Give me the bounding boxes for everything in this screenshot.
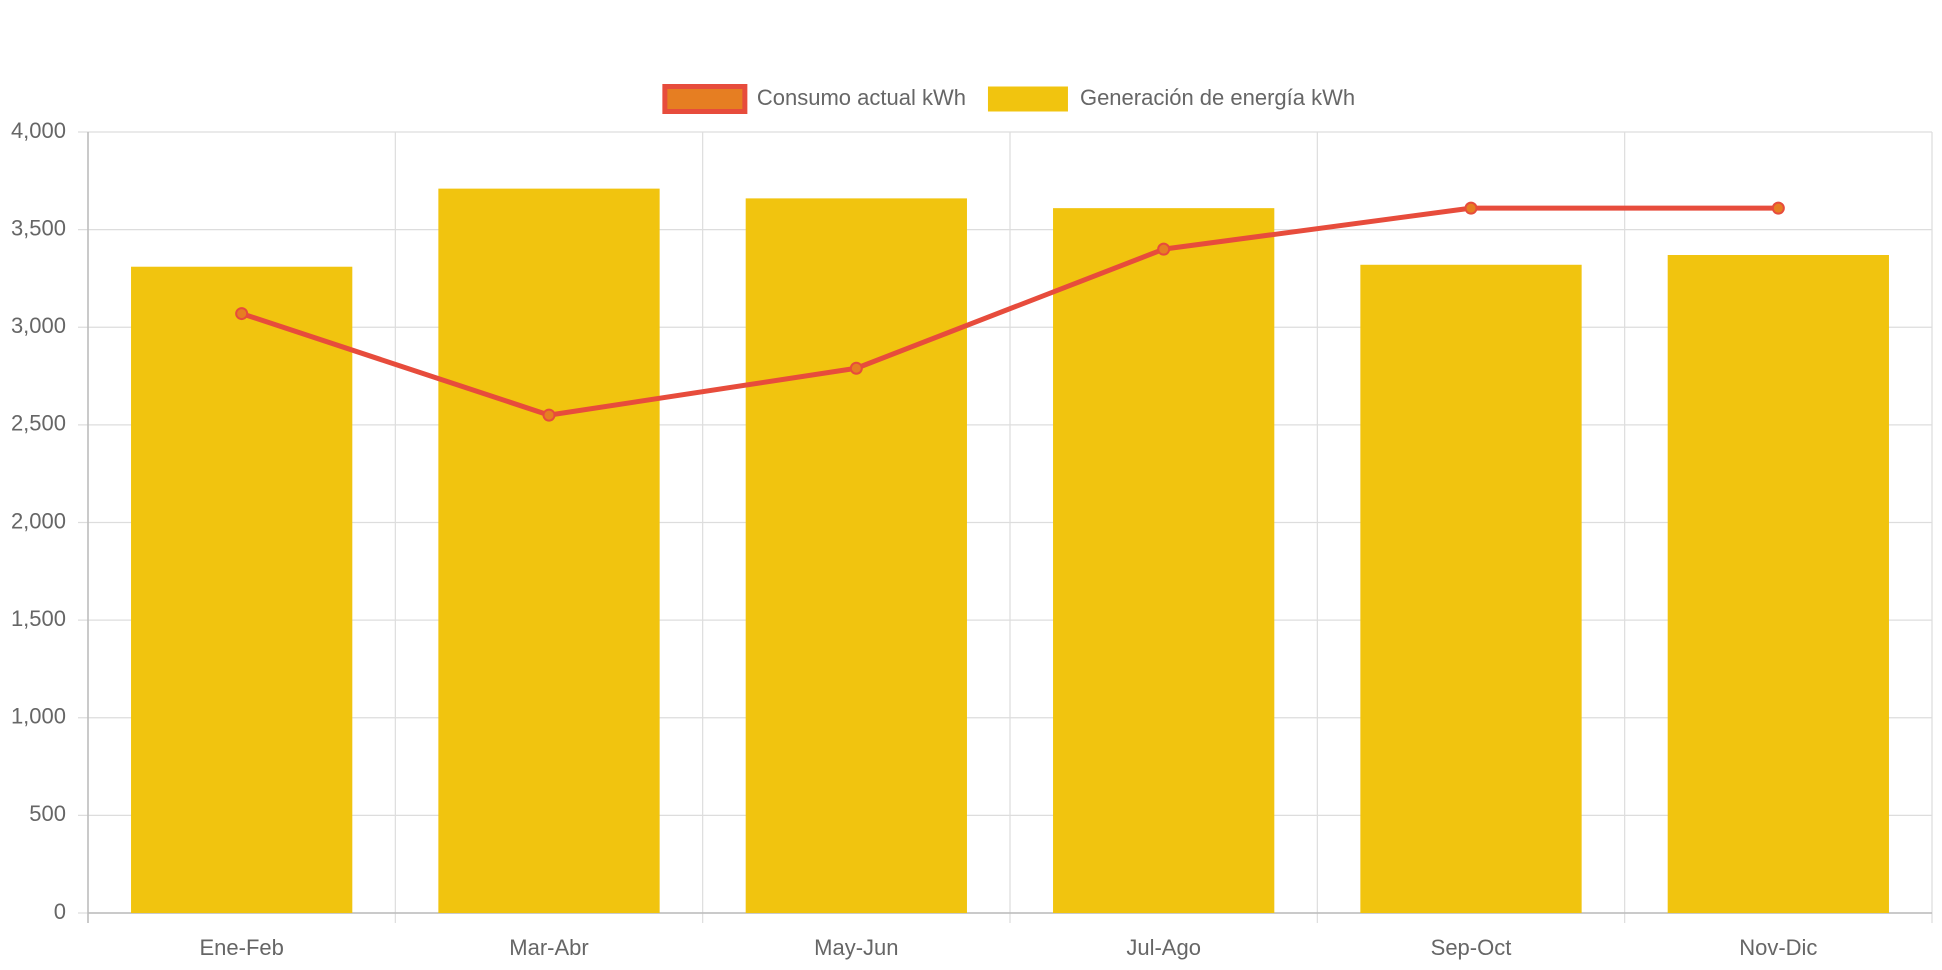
x-tick-label: May-Jun xyxy=(814,935,898,960)
x-tick-label: Ene-Feb xyxy=(199,935,283,960)
legend-swatch xyxy=(662,84,748,114)
bar xyxy=(1053,208,1275,913)
y-tick-label: 3,500 xyxy=(11,215,66,240)
y-tick-label: 1,000 xyxy=(11,704,66,729)
y-tick-label: 500 xyxy=(29,801,66,826)
x-tick-label: Jul-Ago xyxy=(1126,935,1201,960)
bar xyxy=(438,188,660,913)
point xyxy=(1464,201,1478,215)
bar xyxy=(1667,255,1889,913)
x-tick-label: Sep-Oct xyxy=(1431,935,1512,960)
point xyxy=(235,307,249,321)
point xyxy=(1157,242,1171,256)
line xyxy=(240,205,1779,418)
legend-swatch xyxy=(987,86,1068,112)
y-tick-label: 3,000 xyxy=(11,313,66,338)
bar xyxy=(745,198,967,913)
x-tick-label: Mar-Abr xyxy=(509,935,588,960)
y-tick-label: 4,000 xyxy=(11,118,66,143)
bar xyxy=(1360,264,1582,913)
legend-label: Generación de energía kWh xyxy=(1080,85,1355,110)
bar xyxy=(131,266,353,913)
y-tick-label: 2,000 xyxy=(11,508,66,533)
point xyxy=(849,361,863,375)
y-tick-label: 1,500 xyxy=(11,606,66,631)
y-tick-label: 2,500 xyxy=(11,411,66,436)
y-tick-label: 0 xyxy=(54,899,66,924)
point xyxy=(542,408,556,422)
point xyxy=(1771,201,1785,215)
x-tick-label: Nov-Dic xyxy=(1739,935,1817,960)
legend-label: Consumo actual kWh xyxy=(757,85,966,110)
